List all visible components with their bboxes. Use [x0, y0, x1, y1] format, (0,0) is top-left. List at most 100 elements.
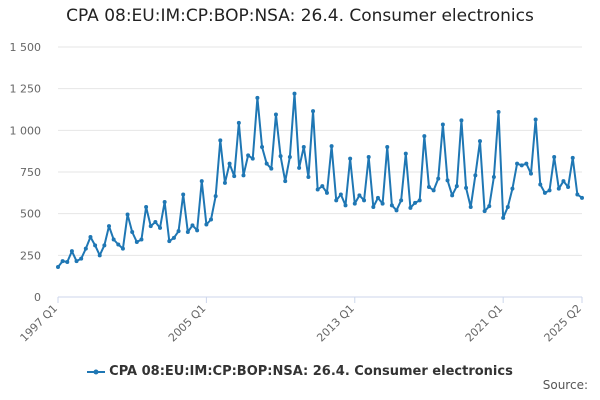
data-point [329, 144, 334, 149]
y-tick-label: 1 250 [10, 83, 42, 96]
legend-line-icon [87, 369, 106, 374]
data-point [482, 209, 487, 214]
data-point [417, 198, 422, 203]
data-point [450, 193, 455, 198]
data-point [167, 239, 172, 244]
data-point [171, 235, 176, 240]
data-point [232, 174, 237, 179]
data-point [468, 205, 473, 209]
data-point [431, 188, 436, 193]
y-axis-ticks: 0 250 500 750 1 000 1 250 1 500 [10, 41, 42, 304]
data-point [88, 235, 93, 239]
data-point [375, 195, 380, 200]
series-layer [56, 91, 584, 269]
data-point [181, 192, 186, 197]
legend-label: CPA 08:EU:IM:CP:BOP:NSA: 26.4. Consumer … [109, 364, 513, 379]
data-point [97, 253, 102, 258]
data-point [69, 249, 74, 254]
data-point [213, 194, 218, 199]
data-point [120, 246, 125, 251]
data-point [227, 161, 232, 166]
data-point [287, 155, 292, 159]
data-point [139, 237, 144, 242]
data-point [501, 215, 506, 220]
series-line [57, 92, 583, 268]
data-point [246, 153, 251, 158]
data-point [445, 178, 450, 183]
data-point [153, 220, 158, 224]
data-point [273, 112, 278, 117]
data-point [74, 259, 79, 264]
data-point [380, 201, 385, 206]
data-point [496, 110, 501, 114]
data-point [264, 161, 269, 166]
data-point [320, 184, 325, 189]
data-point [116, 242, 121, 247]
data-point [297, 165, 302, 170]
data-point [204, 222, 209, 227]
data-point [385, 145, 390, 149]
source-label[interactable]: Source: [542, 378, 588, 392]
data-point [547, 188, 552, 193]
data-point [491, 175, 496, 179]
data-point [176, 229, 181, 234]
data-point [130, 230, 135, 234]
data-point [366, 155, 371, 159]
data-point [250, 156, 255, 161]
data-point [324, 190, 329, 195]
x-tick-label: 2025 Q2 [542, 302, 585, 345]
data-point [389, 203, 394, 208]
data-point [459, 118, 464, 123]
data-point [542, 190, 547, 195]
data-point [236, 120, 241, 125]
data-point [283, 179, 288, 184]
data-point [552, 155, 557, 159]
data-point [79, 256, 84, 261]
y-tick-label: 1 000 [10, 124, 42, 137]
data-point [338, 192, 343, 197]
data-point [93, 243, 98, 248]
data-point [528, 171, 533, 176]
data-point [362, 198, 367, 203]
data-point [343, 203, 348, 208]
x-tick-label: 2005 Q1 [166, 302, 209, 345]
data-point [83, 246, 88, 251]
data-point [56, 265, 60, 269]
grid-lines [58, 46, 582, 256]
data-point [519, 163, 524, 168]
data-point [125, 212, 130, 217]
data-point [334, 198, 339, 203]
data-point [278, 154, 283, 159]
data-point [440, 122, 445, 127]
data-point [570, 155, 575, 160]
chart-title: CPA 08:EU:IM:CP:BOP:NSA: 26.4. Consumer … [66, 6, 534, 26]
data-point [292, 91, 297, 96]
legend[interactable]: CPA 08:EU:IM:CP:BOP:NSA: 26.4. Consumer … [0, 364, 600, 379]
data-point [209, 217, 214, 222]
data-point [394, 208, 399, 213]
data-point [195, 228, 200, 233]
data-point [107, 224, 112, 229]
data-point [269, 166, 274, 171]
y-tick-label: 1 500 [10, 41, 42, 54]
data-point [260, 145, 265, 149]
data-point [408, 205, 413, 210]
data-point [357, 193, 362, 198]
data-point [580, 195, 584, 200]
data-point [199, 179, 204, 184]
data-point [144, 205, 149, 209]
data-point [158, 225, 163, 230]
data-point [413, 200, 418, 205]
y-tick-label: 250 [20, 249, 41, 262]
data-point [473, 173, 478, 178]
data-point [352, 201, 357, 206]
x-tick-label: 1997 Q1 [18, 302, 61, 345]
data-point [348, 156, 353, 161]
data-point [311, 109, 316, 114]
data-point [403, 151, 408, 156]
data-point [566, 185, 571, 189]
data-point [454, 184, 459, 189]
data-point [111, 237, 116, 242]
data-point [515, 161, 520, 166]
x-axis-ticks: 1997 Q1 2005 Q1 2013 Q1 2021 Q1 2025 Q2 [18, 297, 585, 345]
